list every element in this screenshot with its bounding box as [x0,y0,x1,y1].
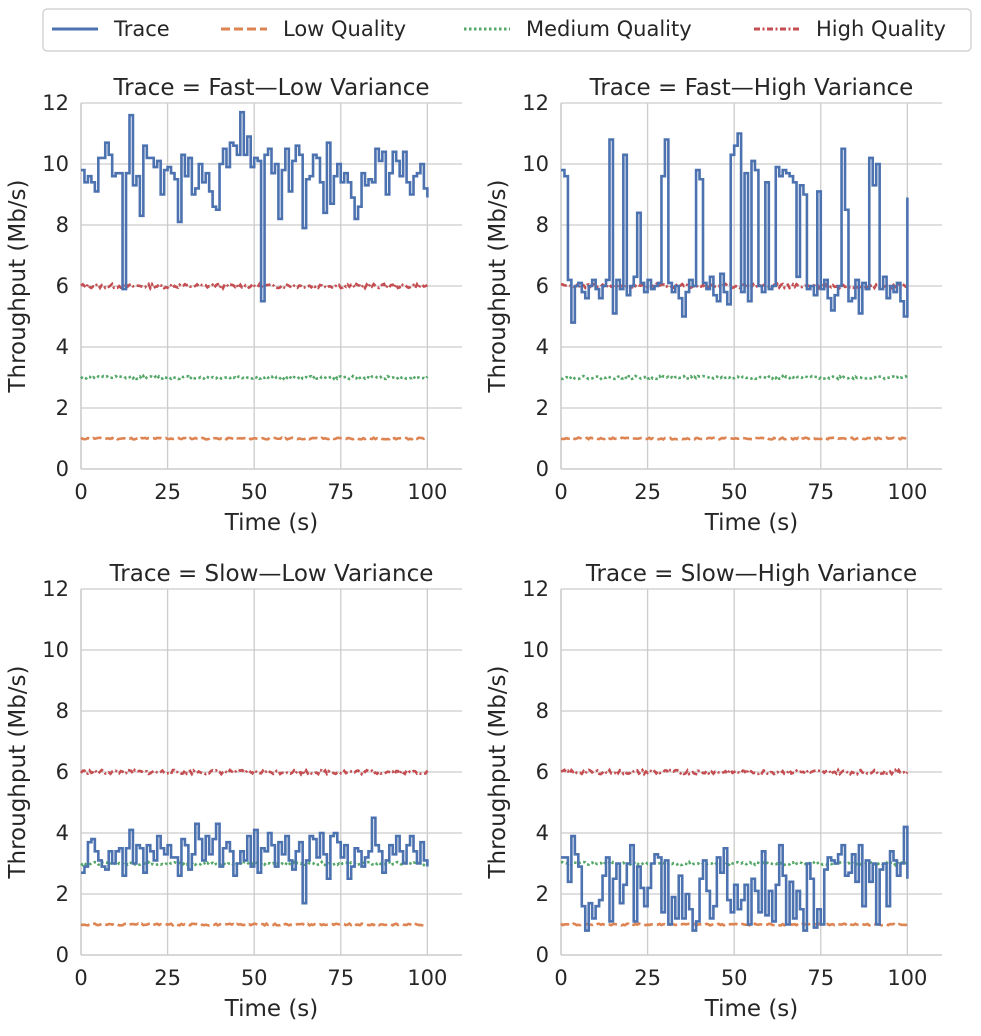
legend-entry-trace: Trace [52,17,170,41]
x-tick-label: 75 [327,966,354,990]
x-tick-label: 0 [554,966,567,990]
x-tick-label: 50 [721,966,748,990]
legend-label-trace: Trace [113,17,170,41]
series-line-trace [561,825,909,932]
y-tick-label: 10 [42,152,69,176]
x-tick-label: 0 [74,480,87,504]
x-tick-label: 50 [721,480,748,504]
subplot-title: Trace = Slow—High Variance [585,561,917,587]
x-axis-label: Time (s) [704,510,799,536]
y-tick-label: 6 [536,274,549,298]
x-tick-label: 25 [154,480,181,504]
legend-entry-high: High Quality [754,17,946,41]
y-tick-label: 2 [536,882,549,906]
y-tick-label: 8 [56,699,69,723]
x-axis-label: Time (s) [224,510,319,536]
series-line-medium [560,859,908,868]
x-tick-label: 100 [407,480,447,504]
y-tick-label: 2 [536,396,549,420]
legend-label-high: High Quality [816,17,946,41]
y-axis-label: Throughput (Mb/s) [485,179,511,393]
series-line-trace [561,132,909,324]
x-tick-label: 25 [634,966,661,990]
series-line-low [560,436,908,442]
subplot-title: Trace = Fast—High Variance [589,75,914,101]
legend-label-low: Low Quality [283,17,406,41]
x-axis-label: Time (s) [704,996,799,1022]
subplot-4: Trace = Slow—High Variance 0 2 4 6 8 10 12 0 25 50… [485,561,942,1022]
y-tick-label: 8 [56,213,69,237]
y-axis-label: Throughput (Mb/s) [485,665,511,879]
y-tick-label: 4 [536,335,549,359]
y-tick-label: 0 [536,943,549,967]
y-tick-label: 2 [56,882,69,906]
y-tick-label: 4 [56,821,69,845]
legend-entry-low: Low Quality [221,17,406,41]
y-tick-label: 0 [56,457,69,481]
series-line-trace [81,110,429,303]
subplot-1: Trace = Fast—Low Variance 0 2 4 6 8 10 12 0 25 50 7… [5,75,462,536]
x-tick-label: 100 [887,480,927,504]
y-tick-label: 12 [42,91,69,115]
y-tick-label: 4 [536,821,549,845]
legend-entry-medium: Medium Quality [464,17,692,41]
series-line-low [80,921,428,928]
y-tick-label: 6 [56,274,69,298]
y-tick-label: 12 [522,91,549,115]
y-axis-label: Throughput (Mb/s) [5,665,31,879]
x-tick-label: 50 [241,480,268,504]
y-tick-label: 8 [536,213,549,237]
series-line-medium [560,373,909,382]
y-tick-label: 8 [536,699,549,723]
x-axis-label: Time (s) [224,996,319,1022]
y-tick-label: 6 [56,760,69,784]
series-line-high [79,767,429,777]
x-tick-label: 0 [74,966,87,990]
series-line-low [80,435,428,442]
x-tick-label: 75 [327,480,354,504]
y-tick-label: 0 [56,943,69,967]
y-tick-label: 10 [42,638,69,662]
y-tick-label: 2 [56,396,69,420]
x-tick-label: 50 [241,966,268,990]
y-tick-label: 4 [56,335,69,359]
y-tick-label: 0 [536,457,549,481]
series-line-medium [80,859,428,867]
y-tick-label: 10 [522,152,549,176]
series-line-low [560,922,908,927]
subplot-3: Trace = Slow—Low Variance 0 2 4 6 8 10 12 0 25 50 7… [5,561,462,1022]
series-line-trace [81,816,429,905]
subplot-2: Trace = Fast—High Variance 0 2 4 6 8 10 12 0 25 50… [485,75,942,536]
x-tick-label: 25 [154,966,181,990]
legend: Trace Low Quality Medium Quality High Quali… [42,8,972,52]
subplot-title: Trace = Fast—Low Variance [112,75,429,101]
legend-frame [42,8,972,52]
y-tick-label: 12 [522,577,549,601]
y-tick-label: 10 [522,638,549,662]
series-line-high [560,767,909,777]
x-tick-label: 25 [634,480,661,504]
x-tick-label: 75 [807,480,834,504]
legend-label-medium: Medium Quality [526,17,692,41]
y-axis-label: Throughput (Mb/s) [5,179,31,393]
x-tick-label: 0 [554,480,567,504]
x-tick-label: 100 [887,966,927,990]
y-tick-label: 6 [536,760,549,784]
y-tick-label: 12 [42,577,69,601]
x-tick-label: 75 [807,966,834,990]
series-line-high [80,281,428,292]
subplot-title: Trace = Slow—Low Variance [109,561,434,587]
x-tick-label: 100 [407,966,447,990]
subplots: Trace = Fast—Low Variance 0 2 4 6 8 10 12 0 25 50 7… [5,75,942,1022]
